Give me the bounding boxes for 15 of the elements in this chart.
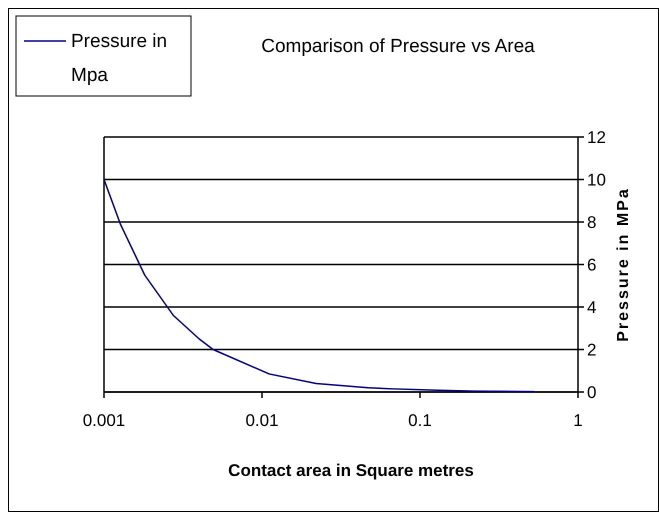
y-axis-title: Pressure in MPa [615, 187, 632, 342]
y-tick-label: 0 [587, 383, 596, 402]
chart-title: Comparison of Pressure vs Area [261, 36, 536, 57]
y-tick-label: 2 [587, 340, 596, 360]
y-tick-label: 8 [587, 213, 596, 232]
x-tick-label: 1 [573, 411, 583, 430]
x-tick-label: 0.01 [245, 411, 279, 430]
y-tick-label: 6 [587, 256, 596, 274]
y-tick-label: 10 [587, 170, 606, 190]
legend-label: Pressure in Mpa [71, 31, 168, 86]
x-tick-label: 0.1 [408, 411, 432, 430]
y-tick-label: 4 [587, 298, 596, 317]
x-axis-title: Contact area in Square metres [228, 461, 474, 480]
y-tick-label: 12 [587, 128, 606, 147]
x-tick-label: 0.001 [82, 411, 126, 430]
